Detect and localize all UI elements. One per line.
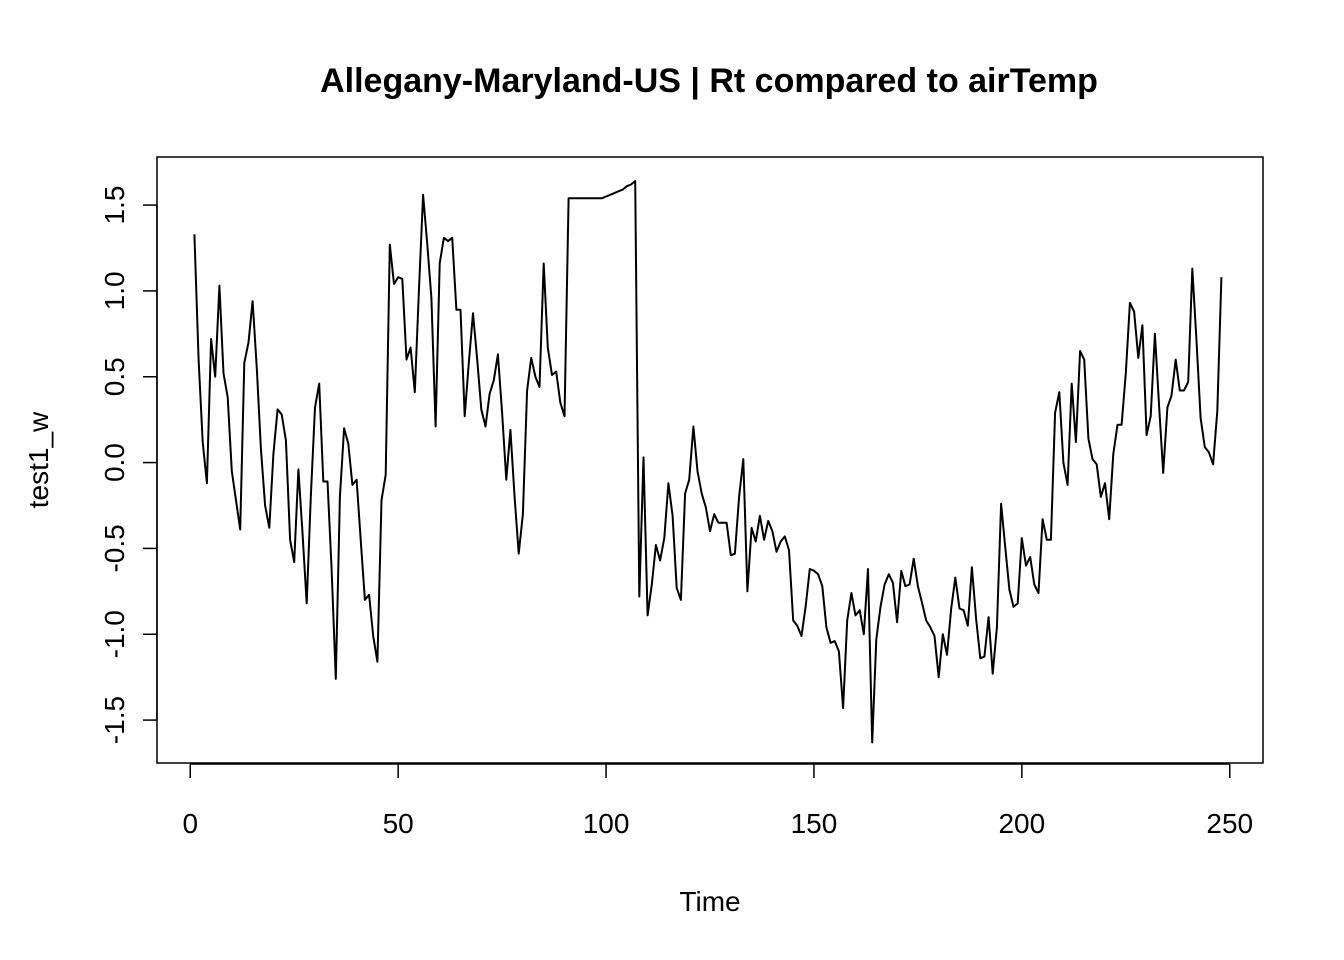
y-axis: -1.5 -1.0 -0.5 0.0 0.5 1.0 1.5 [99,186,158,744]
series-group [193,180,1223,744]
chart-title: Allegany-Maryland-US | Rt compared to ai… [320,62,1098,100]
y-tick-label: -0.5 [99,524,130,572]
x-axis-label: Time [679,886,740,917]
x-tick-label: 250 [1206,808,1253,839]
x-axis: 0 50 100 150 200 250 [182,763,1253,839]
x-tick-label: 150 [791,808,838,839]
y-tick-label: -1.5 [99,696,130,744]
series-line [193,180,1223,744]
x-tick-label: 50 [383,808,414,839]
x-tick-label: 100 [583,808,630,839]
y-tick-label: 1.0 [99,271,130,310]
x-tick-label: 200 [998,808,1045,839]
y-axis-label: test1_w [23,411,54,508]
y-tick-label: 0.5 [99,357,130,396]
x-tick-label: 0 [182,808,198,839]
y-tick-label: 0.0 [99,443,130,482]
y-tick-label: 1.5 [99,186,130,225]
y-tick-label: -1.0 [99,610,130,658]
